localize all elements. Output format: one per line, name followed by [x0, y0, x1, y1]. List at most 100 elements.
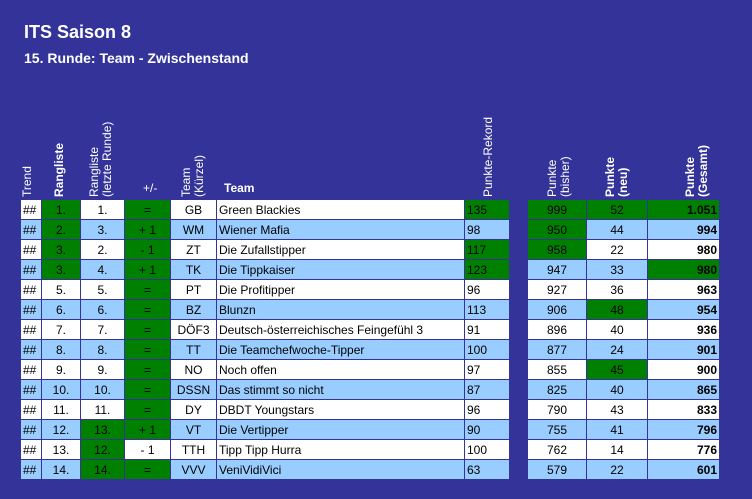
cell-neu: 52 [586, 199, 648, 220]
column-spacer [509, 319, 528, 340]
cell-pm: = [124, 459, 171, 480]
table-row: ## 1. 1. = GB Green Blackies 135 999 52 1.051 [20, 199, 720, 220]
column-spacer [509, 379, 528, 400]
cell-bisher: 896 [527, 319, 587, 340]
cell-team: VeniVidiVici [216, 459, 465, 480]
cell-rank: 2. [41, 219, 81, 240]
cell-rekord: 96 [464, 399, 510, 420]
cell-pm: + 1 [124, 219, 171, 240]
header-punkte-gesamt: Punkte (Gesamt) [683, 130, 710, 197]
cell-code: NO [170, 359, 217, 380]
cell-trend: ## [20, 319, 42, 340]
cell-trend: ## [20, 219, 42, 240]
cell-prev: 13. [80, 419, 125, 440]
cell-bisher: 579 [527, 459, 587, 480]
header-rangliste-letzte: Rangliste (letzte Runde) [87, 100, 114, 197]
cell-bisher: 999 [527, 199, 587, 220]
cell-gesamt: 980 [647, 239, 720, 260]
header-punkte-gesamt-line2: (Gesamt) [696, 144, 710, 197]
cell-pm: = [124, 199, 171, 220]
cell-team: Tipp Tipp Hurra [216, 439, 465, 460]
cell-trend: ## [20, 439, 42, 460]
cell-trend: ## [20, 279, 42, 300]
cell-gesamt: 994 [647, 219, 720, 240]
cell-prev: 7. [80, 319, 125, 340]
header-punkte-bisher: Punkte (bisher) [545, 140, 572, 197]
cell-neu: 40 [586, 379, 648, 400]
cell-team: Die Zufallstipper [216, 239, 465, 260]
cell-rank: 14. [41, 459, 81, 480]
cell-neu: 22 [586, 239, 648, 260]
cell-rank: 11. [41, 399, 81, 420]
header-punkte-neu-line2: (neu) [616, 167, 630, 197]
cell-trend: ## [20, 359, 42, 380]
cell-code: TT [170, 339, 217, 360]
cell-rank: 5. [41, 279, 81, 300]
header-rangliste: Rangliste [52, 142, 66, 197]
table-row: ## 7. 7. = DÖF3 Deutsch-österreichisches Fein… [20, 319, 720, 340]
cell-team: Deutsch-österreichisches Feingefühl 3 [216, 319, 465, 340]
cell-code: TTH [170, 439, 217, 460]
cell-gesamt: 963 [647, 279, 720, 300]
cell-rank: 7. [41, 319, 81, 340]
header-punkte-bisher-line2: (bisher) [558, 156, 572, 197]
cell-rekord: 91 [464, 319, 510, 340]
cell-neu: 48 [586, 299, 648, 320]
cell-trend: ## [20, 419, 42, 440]
header-plusminus: +/- [143, 181, 158, 195]
table-row: ## 8. 8. = TT Die Teamchefwoche-Tipper 100 877 2… [20, 339, 720, 360]
cell-prev: 14. [80, 459, 125, 480]
cell-rekord: 87 [464, 379, 510, 400]
cell-gesamt: 901 [647, 339, 720, 360]
cell-rekord: 98 [464, 219, 510, 240]
header-rangliste-letzte-line2: (letzte Runde) [100, 121, 114, 197]
cell-rank: 13. [41, 439, 81, 460]
cell-gesamt: 900 [647, 359, 720, 380]
cell-prev: 11. [80, 399, 125, 420]
cell-trend: ## [20, 399, 42, 420]
cell-neu: 45 [586, 359, 648, 380]
cell-neu: 41 [586, 419, 648, 440]
cell-code: DSSN [170, 379, 217, 400]
standings-table-body: ## 1. 1. = GB Green Blackies 135 999 52 1.051 ## 2.… [20, 199, 720, 480]
header-team-kuerzel: Team (Kürzel) [179, 140, 206, 197]
cell-pm: = [124, 299, 171, 320]
cell-trend: ## [20, 459, 42, 480]
cell-rekord: 123 [464, 259, 510, 280]
cell-bisher: 755 [527, 419, 587, 440]
cell-team: DBDT Youngstars [216, 399, 465, 420]
cell-neu: 24 [586, 339, 648, 360]
cell-gesamt: 776 [647, 439, 720, 460]
cell-rekord: 117 [464, 239, 510, 260]
column-spacer [509, 219, 528, 240]
cell-prev: 1. [80, 199, 125, 220]
cell-bisher: 947 [527, 259, 587, 280]
table-row: ## 3. 2. - 1 ZT Die Zufallstipper 117 958 22 980 [20, 239, 720, 260]
cell-code: DÖF3 [170, 319, 217, 340]
cell-bisher: 950 [527, 219, 587, 240]
cell-team: Die Vertipper [216, 419, 465, 440]
table-row: ## 9. 9. = NO Noch offen 97 855 45 900 [20, 359, 720, 380]
cell-rekord: 113 [464, 299, 510, 320]
cell-prev: 3. [80, 219, 125, 240]
cell-bisher: 762 [527, 439, 587, 460]
cell-trend: ## [20, 299, 42, 320]
cell-bisher: 877 [527, 339, 587, 360]
column-spacer [509, 419, 528, 440]
column-spacer [509, 459, 528, 480]
cell-pm: = [124, 279, 171, 300]
header-team-kuerzel-line2: (Kürzel) [192, 154, 206, 197]
cell-neu: 43 [586, 399, 648, 420]
cell-rekord: 96 [464, 279, 510, 300]
cell-prev: 10. [80, 379, 125, 400]
cell-code: TK [170, 259, 217, 280]
column-spacer [509, 339, 528, 360]
cell-team: Wiener Mafia [216, 219, 465, 240]
cell-neu: 14 [586, 439, 648, 460]
cell-code: GB [170, 199, 217, 220]
header-team: Team [224, 181, 255, 195]
cell-rank: 3. [41, 259, 81, 280]
cell-pm: = [124, 379, 171, 400]
cell-neu: 44 [586, 219, 648, 240]
cell-rank: 3. [41, 239, 81, 260]
